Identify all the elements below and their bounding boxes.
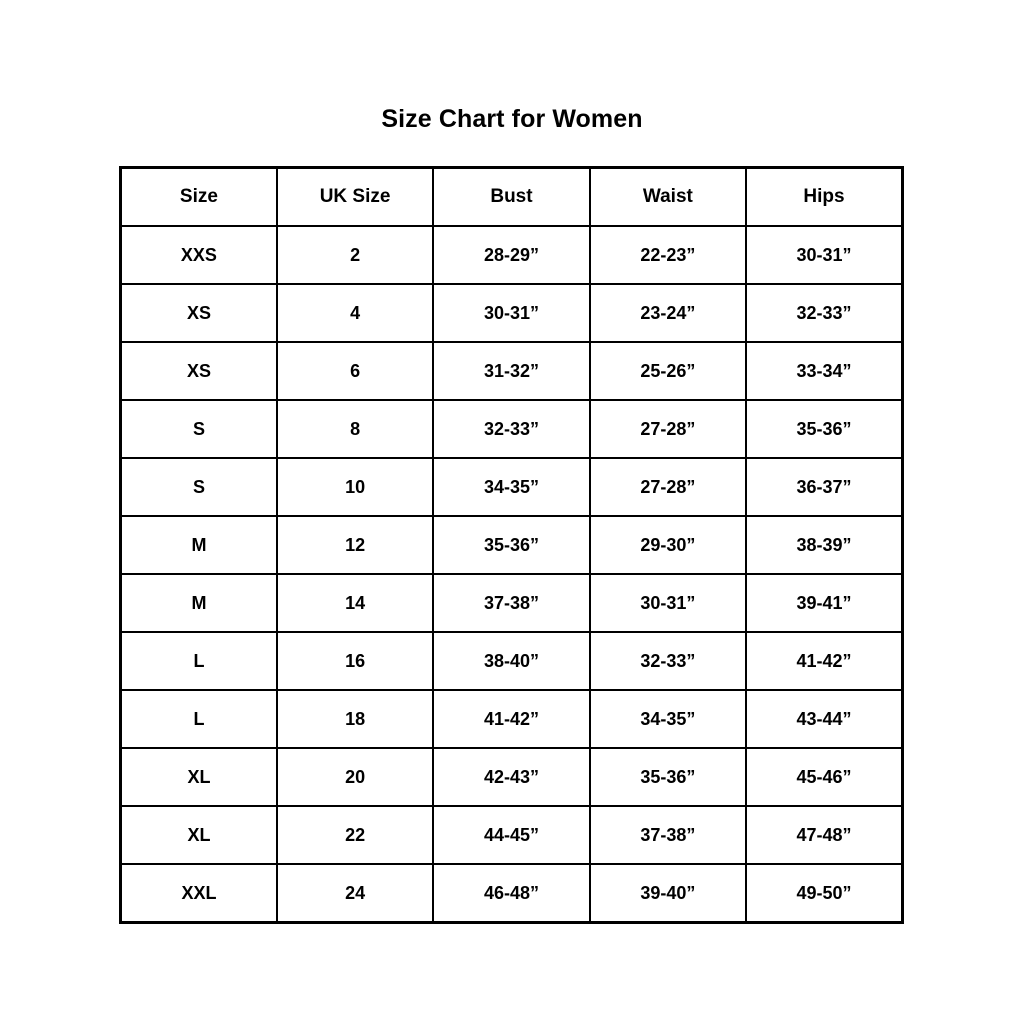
table-row: S 8 32-33” 27-28” 35-36” bbox=[118, 399, 904, 459]
cell-waist: 37-38” bbox=[588, 805, 748, 865]
cell-waist: 35-36” bbox=[588, 747, 748, 807]
table-row: L 18 41-42” 34-35” 43-44” bbox=[118, 689, 904, 749]
cell-bust: 46-48” bbox=[432, 863, 591, 924]
cell-size: XXS bbox=[118, 225, 278, 285]
size-table-container: Size UK Size Bust Waist Hips XXS 2 28-29” 22-23… bbox=[118, 166, 904, 924]
cell-size: M bbox=[118, 515, 278, 575]
cell-size: XS bbox=[118, 283, 278, 343]
cell-bust: 42-43” bbox=[432, 747, 591, 807]
page-title: Size Chart for Women bbox=[381, 105, 643, 133]
cell-waist: 30-31” bbox=[588, 573, 748, 633]
cell-bust: 28-29” bbox=[432, 225, 591, 285]
cell-waist: 34-35” bbox=[588, 689, 748, 749]
table-row: XXS 2 28-29” 22-23” 30-31” bbox=[118, 225, 904, 285]
cell-waist: 29-30” bbox=[588, 515, 748, 575]
cell-bust: 41-42” bbox=[432, 689, 591, 749]
table-row: XS 4 30-31” 23-24” 32-33” bbox=[118, 283, 904, 343]
cell-hips: 45-46” bbox=[745, 747, 904, 807]
cell-hips: 49-50” bbox=[745, 863, 904, 924]
cell-waist: 23-24” bbox=[588, 283, 748, 343]
cell-hips: 39-41” bbox=[745, 573, 904, 633]
cell-hips: 32-33” bbox=[745, 283, 904, 343]
cell-waist: 25-26” bbox=[588, 341, 748, 401]
cell-size: M bbox=[118, 573, 278, 633]
cell-bust: 31-32” bbox=[432, 341, 591, 401]
column-header-hips: Hips bbox=[745, 166, 904, 227]
cell-bust: 32-33” bbox=[432, 399, 591, 459]
cell-uk-size: 10 bbox=[275, 457, 435, 517]
table-row: S 10 34-35” 27-28” 36-37” bbox=[118, 457, 904, 517]
table-row: XS 6 31-32” 25-26” 33-34” bbox=[118, 341, 904, 401]
cell-bust: 34-35” bbox=[432, 457, 591, 517]
cell-waist: 32-33” bbox=[588, 631, 748, 691]
cell-waist: 27-28” bbox=[588, 399, 748, 459]
cell-waist: 27-28” bbox=[588, 457, 748, 517]
cell-uk-size: 12 bbox=[275, 515, 435, 575]
cell-hips: 47-48” bbox=[745, 805, 904, 865]
column-header-bust: Bust bbox=[432, 166, 591, 227]
cell-bust: 44-45” bbox=[432, 805, 591, 865]
table-header: Size UK Size Bust Waist Hips bbox=[118, 166, 904, 227]
table-row: XL 22 44-45” 37-38” 47-48” bbox=[118, 805, 904, 865]
table-row: L 16 38-40” 32-33” 41-42” bbox=[118, 631, 904, 691]
cell-uk-size: 24 bbox=[275, 863, 435, 924]
table-row: XXL 24 46-48” 39-40” 49-50” bbox=[118, 863, 904, 924]
cell-hips: 38-39” bbox=[745, 515, 904, 575]
cell-size: S bbox=[118, 399, 278, 459]
table-row: M 14 37-38” 30-31” 39-41” bbox=[118, 573, 904, 633]
cell-bust: 38-40” bbox=[432, 631, 591, 691]
cell-bust: 30-31” bbox=[432, 283, 591, 343]
cell-uk-size: 6 bbox=[275, 341, 435, 401]
cell-size: XL bbox=[118, 747, 278, 807]
cell-uk-size: 2 bbox=[275, 225, 435, 285]
table-body: XXS 2 28-29” 22-23” 30-31” XS 4 30-31” 23-24” 32-… bbox=[118, 225, 904, 924]
table-row: XL 20 42-43” 35-36” 45-46” bbox=[118, 747, 904, 807]
cell-hips: 30-31” bbox=[745, 225, 904, 285]
column-header-size: Size bbox=[118, 166, 278, 227]
cell-hips: 36-37” bbox=[745, 457, 904, 517]
cell-size: XXL bbox=[118, 863, 278, 924]
cell-hips: 41-42” bbox=[745, 631, 904, 691]
cell-waist: 39-40” bbox=[588, 863, 748, 924]
cell-size: L bbox=[118, 631, 278, 691]
cell-size: XL bbox=[118, 805, 278, 865]
size-chart-table: Size UK Size Bust Waist Hips XXS 2 28-29” 22-23… bbox=[118, 166, 904, 924]
cell-uk-size: 18 bbox=[275, 689, 435, 749]
cell-bust: 37-38” bbox=[432, 573, 591, 633]
cell-uk-size: 20 bbox=[275, 747, 435, 807]
cell-size: L bbox=[118, 689, 278, 749]
table-header-row: Size UK Size Bust Waist Hips bbox=[118, 166, 904, 227]
column-header-waist: Waist bbox=[588, 166, 748, 227]
cell-uk-size: 16 bbox=[275, 631, 435, 691]
cell-uk-size: 8 bbox=[275, 399, 435, 459]
cell-size: XS bbox=[118, 341, 278, 401]
cell-uk-size: 22 bbox=[275, 805, 435, 865]
cell-bust: 35-36” bbox=[432, 515, 591, 575]
cell-hips: 33-34” bbox=[745, 341, 904, 401]
cell-hips: 43-44” bbox=[745, 689, 904, 749]
cell-uk-size: 4 bbox=[275, 283, 435, 343]
column-header-uk-size: UK Size bbox=[275, 166, 435, 227]
cell-waist: 22-23” bbox=[588, 225, 748, 285]
cell-uk-size: 14 bbox=[275, 573, 435, 633]
cell-hips: 35-36” bbox=[745, 399, 904, 459]
cell-size: S bbox=[118, 457, 278, 517]
table-row: M 12 35-36” 29-30” 38-39” bbox=[118, 515, 904, 575]
